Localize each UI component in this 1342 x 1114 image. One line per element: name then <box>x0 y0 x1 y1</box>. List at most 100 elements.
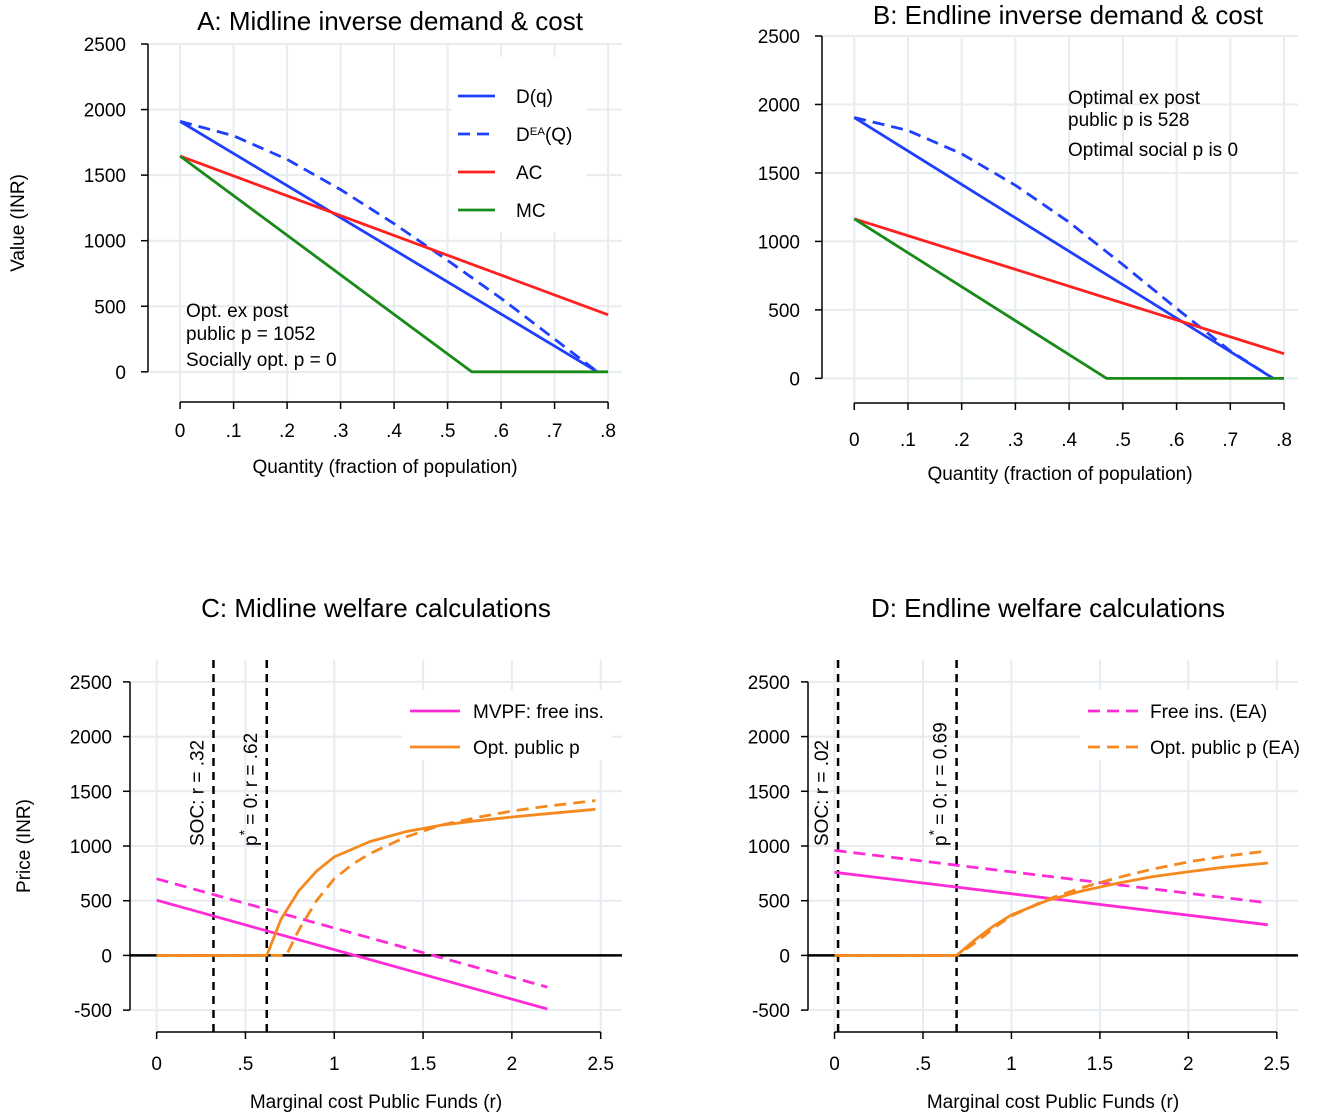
x-tick-label: 0 <box>151 1054 162 1075</box>
series-line <box>156 799 596 957</box>
y-tick-label: 1000 <box>70 837 112 858</box>
x-tick-label: .8 <box>1276 430 1292 451</box>
panel-a: 0 500 1000 1500 2000 2500 0 .1 .2 .3 .4 .5 .6 .7 .8 A: … <box>8 6 622 478</box>
series-line <box>179 120 599 373</box>
panel-title: A: Midline inverse demand & cost <box>197 6 584 36</box>
x-tick-label: .6 <box>493 421 509 442</box>
y-tick-label: 500 <box>758 892 790 913</box>
y-tick-label: 1000 <box>748 837 790 858</box>
x-tick-label: 1 <box>329 1054 340 1075</box>
panel-title: B: Endline inverse demand & cost <box>873 0 1264 30</box>
x-tick-label: .2 <box>954 430 970 451</box>
y-tick-label: 1500 <box>748 782 790 803</box>
y-tick-label: -500 <box>74 1001 112 1022</box>
annotation-text: Opt. ex post <box>186 301 289 322</box>
series-line <box>179 154 609 317</box>
annotation-text: Socially opt. p = 0 <box>186 350 337 371</box>
x-tick-label: .5 <box>1115 430 1131 451</box>
x-tick-label: 0 <box>829 1054 840 1075</box>
series-line <box>853 116 1275 380</box>
panel-b: 0 500 1000 1500 2000 2500 0 .1 .2 .3 .4 .5 .6 .7 .8 B: … <box>758 0 1298 485</box>
series-line <box>179 120 599 374</box>
x-tick-label: .8 <box>600 421 616 442</box>
legend-label: MVPF: free ins. <box>473 702 604 723</box>
x-axis-label: Quantity (fraction of population) <box>927 464 1192 485</box>
x-tick-label: 2 <box>507 1054 518 1075</box>
y-tick-label: 0 <box>789 369 800 390</box>
x-tick-label: 2 <box>1183 1054 1194 1075</box>
legend-label: DEA(Q) <box>516 125 572 146</box>
panel-c: -500 0 500 1000 1500 2000 2500 0 .5 1 1.5 2 2.5 C: Mi… <box>14 593 622 1113</box>
x-tick-label: .3 <box>333 421 349 442</box>
series-line <box>853 116 1275 380</box>
series-line <box>834 849 1269 957</box>
legend-label: Opt. public p (EA) <box>1150 738 1300 759</box>
y-tick-label: 0 <box>115 363 126 384</box>
legend-label: AC <box>516 163 542 184</box>
y-tick-label: 2500 <box>84 35 126 56</box>
series-line <box>834 861 1269 957</box>
legend-box <box>452 57 587 232</box>
y-tick-label: 0 <box>101 946 112 967</box>
y-tick-label: 0 <box>779 946 790 967</box>
series-line <box>853 217 1285 356</box>
x-tick-label: .4 <box>386 421 402 442</box>
y-axis-label: Value (INR) <box>8 174 29 272</box>
vertical-line-label: SOC: r = .02 <box>812 740 833 846</box>
x-tick-label: 0 <box>849 430 860 451</box>
annotation-text: Optimal ex post <box>1068 88 1201 109</box>
y-tick-label: 500 <box>768 301 800 322</box>
vertical-line-label: p* = 0: r = .62 <box>236 733 262 846</box>
series-line <box>853 217 1284 380</box>
y-tick-label: 2500 <box>758 27 800 48</box>
annotation-text: public p is 528 <box>1068 110 1189 131</box>
x-tick-label: .5 <box>238 1054 254 1075</box>
x-tick-label: 2.5 <box>587 1054 613 1075</box>
legend-box <box>1080 690 1330 760</box>
x-tick-label: .5 <box>440 421 456 442</box>
series-line <box>834 849 1269 905</box>
x-tick-label: .7 <box>547 421 563 442</box>
x-axis-label: Marginal cost Public Funds (r) <box>927 1092 1179 1113</box>
x-tick-label: .7 <box>1222 430 1238 451</box>
panel-d: -500 0 500 1000 1500 2000 2500 0 .5 1 1.5 2 2.5 D: En… <box>748 593 1330 1113</box>
legend-label: D(q) <box>516 87 553 108</box>
y-tick-label: -500 <box>752 1001 790 1022</box>
series-line <box>156 807 596 957</box>
x-tick-label: .1 <box>900 430 916 451</box>
x-tick-label: 1 <box>1006 1054 1017 1075</box>
annotation-text: Optimal social p is 0 <box>1068 140 1238 161</box>
x-tick-label: .1 <box>226 421 242 442</box>
y-tick-label: 2000 <box>748 728 790 749</box>
panel-title: D: Endline welfare calculations <box>871 593 1225 623</box>
y-tick-label: 500 <box>94 297 126 318</box>
series-line <box>179 154 609 374</box>
panel-title: C: Midline welfare calculations <box>201 593 551 623</box>
legend-label: Free ins. (EA) <box>1150 702 1267 723</box>
x-tick-label: .6 <box>1169 430 1185 451</box>
y-tick-label: 500 <box>80 892 112 913</box>
y-tick-label: 2000 <box>70 728 112 749</box>
x-tick-label: 0 <box>175 421 186 442</box>
y-tick-label: 2000 <box>758 95 800 116</box>
x-tick-label: 1.5 <box>1087 1054 1113 1075</box>
x-tick-label: .3 <box>1007 430 1023 451</box>
x-tick-label: 1.5 <box>410 1054 436 1075</box>
y-tick-label: 1000 <box>758 232 800 253</box>
vertical-line-label: p* = 0: r = 0.69 <box>926 722 952 846</box>
y-tick-label: 2500 <box>70 673 112 694</box>
annotation-text: public p = 1052 <box>186 324 315 345</box>
vertical-line-label: SOC: r = .32 <box>187 740 208 846</box>
x-tick-label: .5 <box>915 1054 931 1075</box>
legend-label: MC <box>516 201 546 222</box>
x-tick-label: .2 <box>279 421 295 442</box>
series-line <box>156 898 548 1011</box>
y-tick-label: 1500 <box>84 166 126 187</box>
y-tick-label: 1000 <box>84 232 126 253</box>
y-tick-label: 1500 <box>758 164 800 185</box>
y-axis-label: Price (INR) <box>14 799 35 893</box>
series-line <box>156 877 548 989</box>
y-tick-label: 1500 <box>70 782 112 803</box>
y-tick-label: 2000 <box>84 101 126 122</box>
